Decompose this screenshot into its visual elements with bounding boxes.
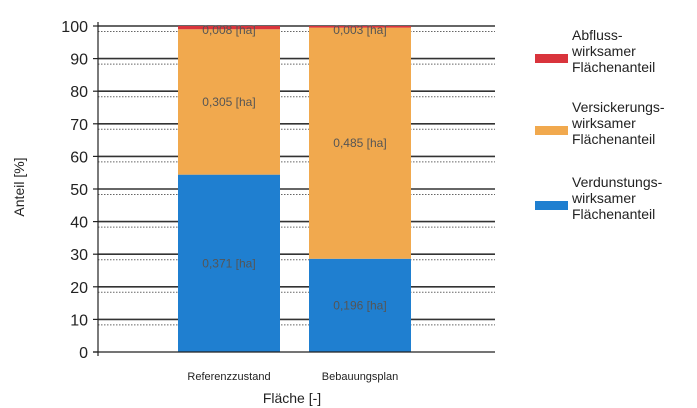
data-label-abfluss: 0,008 [ha] (202, 23, 255, 37)
y-tick-label: 50 (70, 182, 88, 199)
legend-label-verdunstung: wirksamer (571, 190, 636, 206)
y-tick-label: 70 (70, 117, 88, 134)
legend-label-abfluss: Abfluss- (572, 27, 623, 43)
y-tick-label: 90 (70, 52, 88, 69)
legend-label-versickerung: wirksamer (571, 115, 636, 131)
data-label-versickerung: 0,485 [ha] (333, 136, 386, 150)
y-tick-label: 30 (70, 247, 88, 264)
legend-label-verdunstung: Verdunstungs- (572, 174, 663, 190)
legend-swatch-versickerung (535, 126, 568, 135)
legend-label-versickerung: Flächenanteil (572, 131, 655, 147)
data-label-abfluss: 0,003 [ha] (333, 23, 386, 37)
y-tick-label: 60 (70, 149, 88, 166)
bar-segment-verdunstung (309, 258, 411, 352)
y-tick-labels: 0 10 20 30 40 50 60 70 80 90 100 (61, 19, 88, 362)
bar-segment-abfluss (178, 26, 280, 30)
y-axis-title: Anteil [%] (11, 157, 27, 216)
bar-segment-verdunstung (178, 174, 280, 352)
y-tick-label: 40 (70, 215, 88, 232)
y-tick-label: 80 (70, 84, 88, 101)
gridlines (98, 25, 495, 326)
bars: 0,371 [ha] 0,305 [ha] 0,008 [ha] 0,196 [ha]… (178, 23, 411, 352)
bar-segment-versickerung (178, 29, 280, 175)
y-tick-label: 20 (70, 280, 88, 297)
data-label-versickerung: 0,305 [ha] (202, 95, 255, 109)
legend-label-abfluss: wirksamer (571, 43, 636, 59)
legend-label-abfluss: Flächenanteil (572, 59, 655, 75)
y-tick-label: 100 (61, 19, 88, 36)
x-category-labels: Referenzzustand Bebauungsplan (187, 371, 398, 383)
legend: Abfluss-wirksamerFlächenanteilVersickeru… (535, 27, 665, 222)
x-axis-title: Fläche [-] (263, 390, 321, 406)
legend-label-verdunstung: Flächenanteil (572, 206, 655, 222)
y-tick-label: 0 (79, 345, 88, 362)
legend-swatch-verdunstung (535, 201, 568, 210)
legend-swatch-abfluss (535, 54, 568, 63)
x-category-label: Referenzzustand (187, 371, 270, 383)
data-label-verdunstung: 0,371 [ha] (202, 256, 255, 270)
x-category-label: Bebauungsplan (322, 371, 398, 383)
bar-segment-abfluss (309, 26, 411, 28)
y-tick-label: 10 (70, 312, 88, 329)
axes (93, 22, 495, 356)
data-label-verdunstung: 0,196 [ha] (333, 298, 386, 312)
bar-segment-versickerung (309, 27, 411, 259)
legend-label-versickerung: Versickerungs- (572, 99, 665, 115)
